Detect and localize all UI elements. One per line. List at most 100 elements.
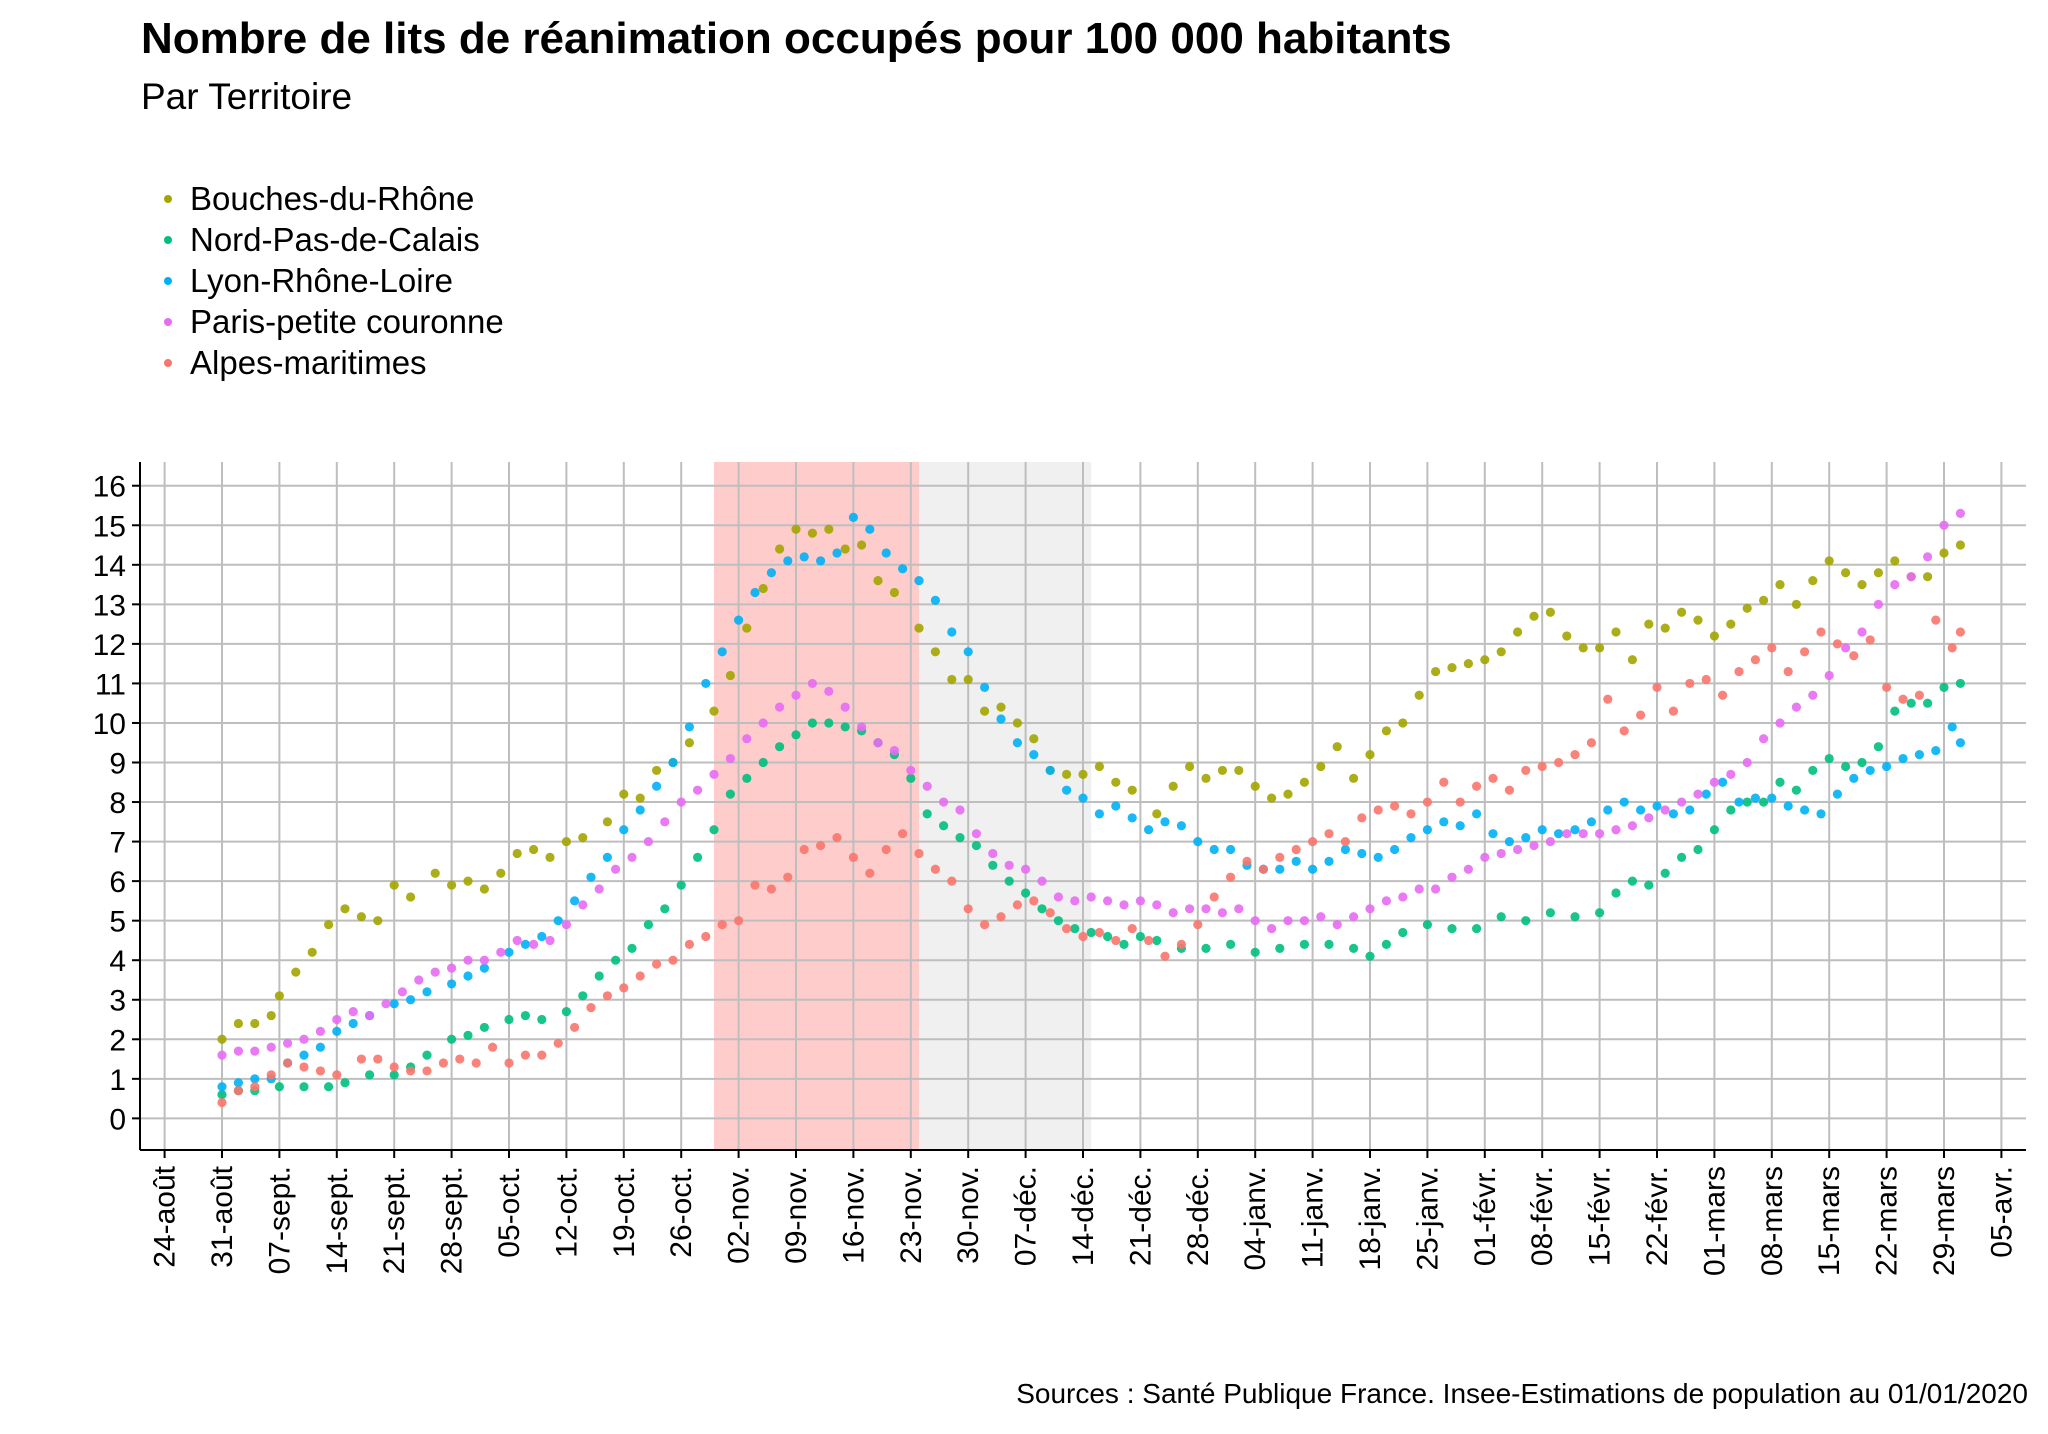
- data-point: [1381, 896, 1391, 906]
- legend-marker: [164, 359, 172, 367]
- data-point: [930, 864, 941, 874]
- data-point: [1603, 805, 1613, 815]
- data-point: [1209, 892, 1219, 902]
- data-point: [553, 1038, 563, 1048]
- data-point: [1537, 825, 1547, 835]
- data-point: [1316, 761, 1326, 772]
- data-point: [537, 1014, 547, 1025]
- data-point: [1693, 789, 1703, 799]
- data-point: [643, 836, 654, 847]
- data-point: [1078, 769, 1088, 779]
- data-point: [594, 884, 604, 894]
- data-point: [1365, 749, 1375, 760]
- y-tick-label: 14: [93, 550, 126, 583]
- data-point: [1267, 793, 1277, 803]
- data-point: [430, 967, 440, 977]
- data-point: [857, 540, 867, 550]
- data-point: [1291, 856, 1301, 866]
- x-tick-label: 04-janv.: [1239, 1166, 1272, 1271]
- data-point: [1808, 690, 1818, 700]
- data-point: [1250, 781, 1260, 791]
- data-point: [652, 781, 662, 791]
- data-point: [988, 860, 998, 870]
- chart-title: Nombre de lits de réanimation occupés po…: [141, 14, 1452, 63]
- data-point: [1627, 821, 1637, 831]
- shaded-period: [714, 462, 919, 1150]
- data-point: [1086, 927, 1096, 938]
- data-point: [1824, 670, 1834, 681]
- data-point: [1800, 647, 1810, 657]
- data-point: [1119, 939, 1129, 949]
- x-tick-label: 11-janv.: [1297, 1166, 1330, 1268]
- data-point: [1742, 603, 1752, 613]
- data-point: [1939, 682, 1949, 692]
- data-point: [250, 1082, 260, 1092]
- data-point: [783, 556, 793, 566]
- data-point: [1816, 809, 1826, 819]
- data-point: [1865, 635, 1875, 645]
- data-point: [1447, 663, 1457, 673]
- data-point: [586, 1003, 596, 1013]
- data-point: [709, 825, 719, 835]
- data-point: [1431, 666, 1441, 677]
- data-point: [1652, 801, 1662, 811]
- data-point: [315, 1026, 325, 1036]
- data-point: [693, 852, 703, 863]
- data-point: [356, 1054, 366, 1064]
- data-point: [758, 583, 768, 594]
- source-note: Sources : Santé Publique France. Insee-E…: [1016, 1378, 2028, 1409]
- data-point: [1759, 734, 1769, 744]
- data-point: [914, 623, 924, 633]
- data-point: [422, 987, 432, 997]
- data-point: [520, 1010, 531, 1021]
- data-point: [1906, 698, 1916, 708]
- data-point: [1709, 777, 1719, 787]
- data-point: [750, 880, 760, 890]
- data-point: [1373, 805, 1383, 815]
- data-point: [447, 880, 457, 890]
- data-point: [217, 1050, 227, 1060]
- data-point: [734, 615, 744, 625]
- data-point: [1070, 923, 1080, 934]
- data-point: [1135, 931, 1145, 942]
- data-point: [1176, 821, 1186, 831]
- data-point: [963, 647, 973, 657]
- data-point: [758, 757, 768, 768]
- data-point: [1275, 852, 1285, 863]
- data-point: [980, 920, 990, 930]
- data-point: [1627, 655, 1637, 665]
- data-point: [996, 702, 1006, 712]
- data-point: [832, 833, 842, 843]
- data-point: [217, 1097, 227, 1108]
- data-point: [315, 1066, 325, 1076]
- data-point: [1406, 809, 1416, 819]
- data-point: [266, 1010, 276, 1021]
- data-point: [996, 714, 1006, 724]
- data-point: [906, 765, 916, 776]
- data-point: [865, 868, 875, 878]
- data-point: [1521, 916, 1531, 926]
- data-point: [717, 920, 727, 930]
- data-point: [1750, 655, 1760, 665]
- data-point: [1554, 757, 1564, 768]
- data-point: [1824, 556, 1834, 566]
- data-point: [1283, 789, 1293, 799]
- x-tick-label: 30-nov.: [952, 1166, 985, 1264]
- data-point: [1012, 738, 1023, 748]
- data-point: [1234, 904, 1244, 914]
- data-point: [766, 568, 777, 578]
- data-point: [799, 552, 809, 562]
- data-point: [1791, 702, 1801, 712]
- x-tick-label: 14-déc.: [1067, 1166, 1100, 1266]
- data-point: [1857, 579, 1867, 590]
- data-point: [1053, 916, 1063, 926]
- x-tick-label: 08-févr.: [1526, 1166, 1559, 1266]
- data-point: [406, 892, 416, 902]
- data-point: [1037, 904, 1047, 914]
- data-point: [561, 1007, 572, 1017]
- data-point: [594, 971, 604, 981]
- data-point: [1226, 844, 1236, 855]
- data-point: [619, 789, 629, 799]
- data-point: [1390, 844, 1400, 855]
- data-point: [1193, 920, 1203, 930]
